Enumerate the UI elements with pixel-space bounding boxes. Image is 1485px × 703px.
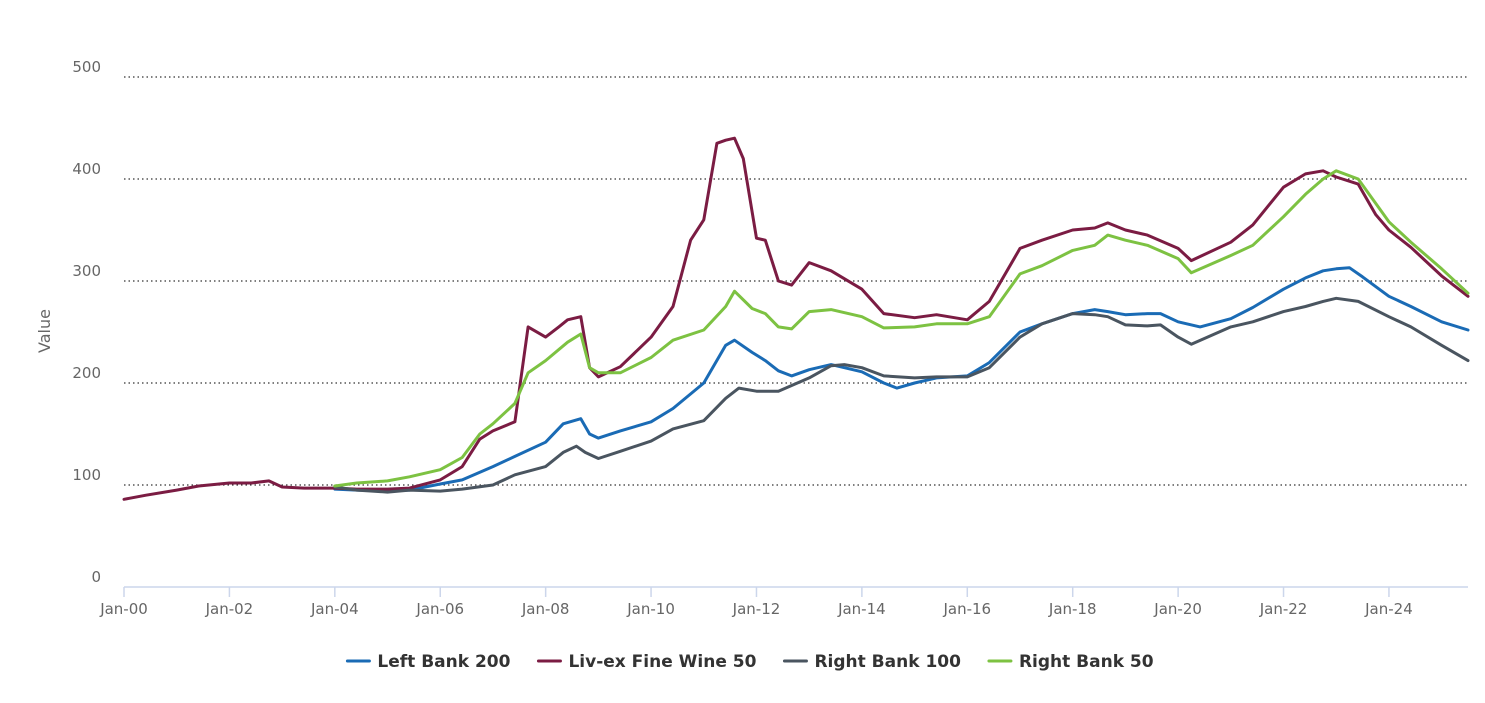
y-axis-title: Value [35, 309, 54, 353]
y-tick-label: 0 [91, 568, 101, 586]
series-line-right-bank-50 [333, 169, 1470, 488]
x-tick-label: Jan-02 [205, 600, 254, 618]
x-tick-label: Jan-06 [415, 600, 464, 618]
x-tick-label: Jan-20 [1153, 600, 1202, 618]
y-tick-label: 100 [72, 466, 101, 484]
x-tick-label: Jan-00 [99, 600, 148, 618]
x-axis-ticks: Jan-00 Jan-02 Jan-04 Jan-06 Jan-08 Jan-10 Jan-… [99, 587, 1413, 618]
x-tick-label: Jan-22 [1259, 600, 1308, 618]
x-tick-label: Jan-12 [732, 600, 781, 618]
y-axis-tick-labels: 0 100 200 300 400 500 [72, 58, 101, 586]
legend-label[interactable]: Liv-ex Fine Wine 50 [568, 652, 756, 672]
series-line-liv-ex-fine-wine-50 [122, 136, 1470, 501]
y-tick-label: 300 [72, 262, 101, 280]
x-tick-label: Jan-10 [626, 600, 675, 618]
series-lines [122, 136, 1470, 501]
legend-label[interactable]: Left Bank 200 [377, 652, 510, 672]
x-tick-label: Jan-14 [837, 600, 886, 618]
x-tick-label: Jan-16 [942, 600, 991, 618]
legend: Left Bank 200 Liv-ex Fine Wine 50 Right Ba… [345, 652, 1154, 672]
x-tick-label: Jan-08 [521, 600, 570, 618]
legend-label[interactable]: Right Bank 100 [814, 652, 961, 672]
y-tick-label: 200 [72, 364, 101, 382]
x-tick-label: Jan-24 [1364, 600, 1413, 618]
x-tick-label: Jan-04 [310, 600, 359, 618]
x-tick-label: Jan-18 [1048, 600, 1097, 618]
legend-label[interactable]: Right Bank 50 [1019, 652, 1154, 672]
series-line-right-bank-100 [333, 296, 1470, 494]
y-tick-label: 500 [72, 58, 101, 76]
series-line-left-bank-200 [333, 266, 1470, 493]
y-tick-label: 400 [72, 160, 101, 178]
